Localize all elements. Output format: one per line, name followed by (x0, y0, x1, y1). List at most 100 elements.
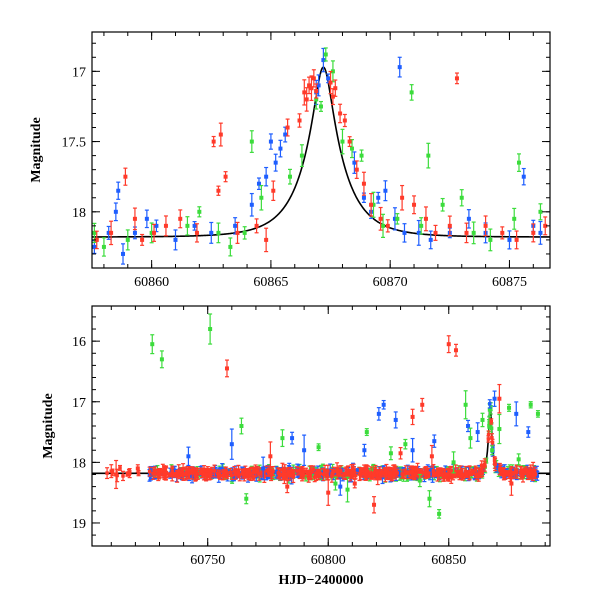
bottom-red-point (281, 470, 286, 481)
top-blue-point (283, 126, 288, 143)
marker (388, 451, 393, 456)
marker (341, 473, 345, 478)
top-red-point (531, 223, 536, 243)
top-red-point (543, 216, 548, 236)
bottom-red-point (441, 467, 446, 482)
marker (251, 470, 256, 474)
marker (290, 436, 295, 441)
top-green-point (459, 189, 464, 207)
top-blue-point (397, 56, 402, 78)
marker (184, 472, 188, 477)
bottom-green-point (345, 476, 350, 503)
marker (278, 146, 283, 151)
bottom-blue-point (526, 426, 531, 438)
bottom-red-point (375, 472, 380, 486)
top-y-tick-label: 17 (72, 65, 86, 80)
top-red-point (483, 215, 488, 237)
marker (266, 469, 270, 473)
bottom-red-point (105, 467, 110, 480)
top-red-point (216, 185, 221, 196)
marker (376, 476, 380, 481)
marker (106, 230, 111, 235)
marker (330, 471, 334, 476)
top-red-point (109, 220, 114, 246)
bottom-red-point (464, 471, 469, 478)
marker (378, 216, 383, 221)
marker (400, 472, 404, 476)
marker (148, 472, 153, 477)
marker (371, 468, 375, 473)
marker (239, 424, 244, 428)
top-blue-point (106, 225, 111, 240)
top-blue-point (154, 219, 159, 233)
top-red-point (369, 192, 374, 217)
top-green-point (259, 184, 264, 211)
top-green-point (216, 222, 221, 244)
marker (121, 251, 126, 256)
bottom-red-point (346, 465, 351, 477)
bottom-red-point (186, 466, 191, 476)
marker (118, 466, 122, 470)
bottom-red-point (290, 469, 295, 479)
marker (338, 111, 343, 116)
top-red-point (464, 222, 469, 244)
marker (228, 244, 233, 249)
top-red-point (223, 171, 228, 183)
marker (218, 132, 223, 137)
bottom-red-point (489, 418, 494, 425)
marker (262, 474, 267, 479)
marker (236, 471, 241, 476)
marker (264, 174, 269, 179)
marker (488, 402, 492, 406)
marker (323, 468, 327, 473)
marker (295, 469, 299, 473)
top-green-point (101, 237, 106, 257)
marker (218, 473, 222, 478)
top-x-tick-label: 60865 (253, 275, 288, 290)
bottom-green-point (239, 417, 244, 435)
top-blue-point (538, 220, 543, 245)
marker (502, 474, 506, 479)
marker (451, 460, 456, 465)
top-green-point (249, 130, 254, 153)
marker (163, 223, 168, 228)
top-green-point (381, 213, 386, 238)
top-plot-frame (91, 31, 551, 269)
bottom-blue-point (492, 390, 497, 407)
marker (269, 472, 273, 476)
marker (409, 90, 414, 95)
marker (402, 230, 407, 235)
marker (212, 469, 217, 473)
top-data-points (92, 47, 548, 265)
marker (328, 468, 332, 473)
top-blue-point (416, 219, 421, 246)
marker (487, 408, 492, 412)
marker (363, 473, 368, 477)
marker (152, 230, 157, 235)
top-green-point (185, 216, 190, 236)
bottom-green-point (388, 446, 393, 461)
bottom-red-point (210, 466, 215, 475)
marker (167, 473, 171, 477)
marker (144, 216, 149, 221)
bottom-red-point (271, 465, 276, 477)
top-blue-point (192, 220, 197, 231)
marker (417, 471, 422, 476)
marker (378, 471, 382, 475)
marker (257, 472, 261, 476)
marker (431, 468, 436, 473)
top-blue-point (249, 192, 254, 217)
top-blue-point (376, 191, 381, 204)
marker (354, 167, 359, 172)
marker (271, 469, 275, 473)
top-green-point (471, 221, 476, 245)
top-red-point (311, 69, 316, 88)
marker (433, 230, 438, 235)
marker (210, 469, 214, 473)
marker (533, 472, 538, 476)
marker (383, 473, 388, 478)
bottom-red-point (436, 467, 441, 477)
top-green-point (426, 142, 431, 169)
marker (264, 237, 269, 242)
marker (204, 472, 208, 476)
